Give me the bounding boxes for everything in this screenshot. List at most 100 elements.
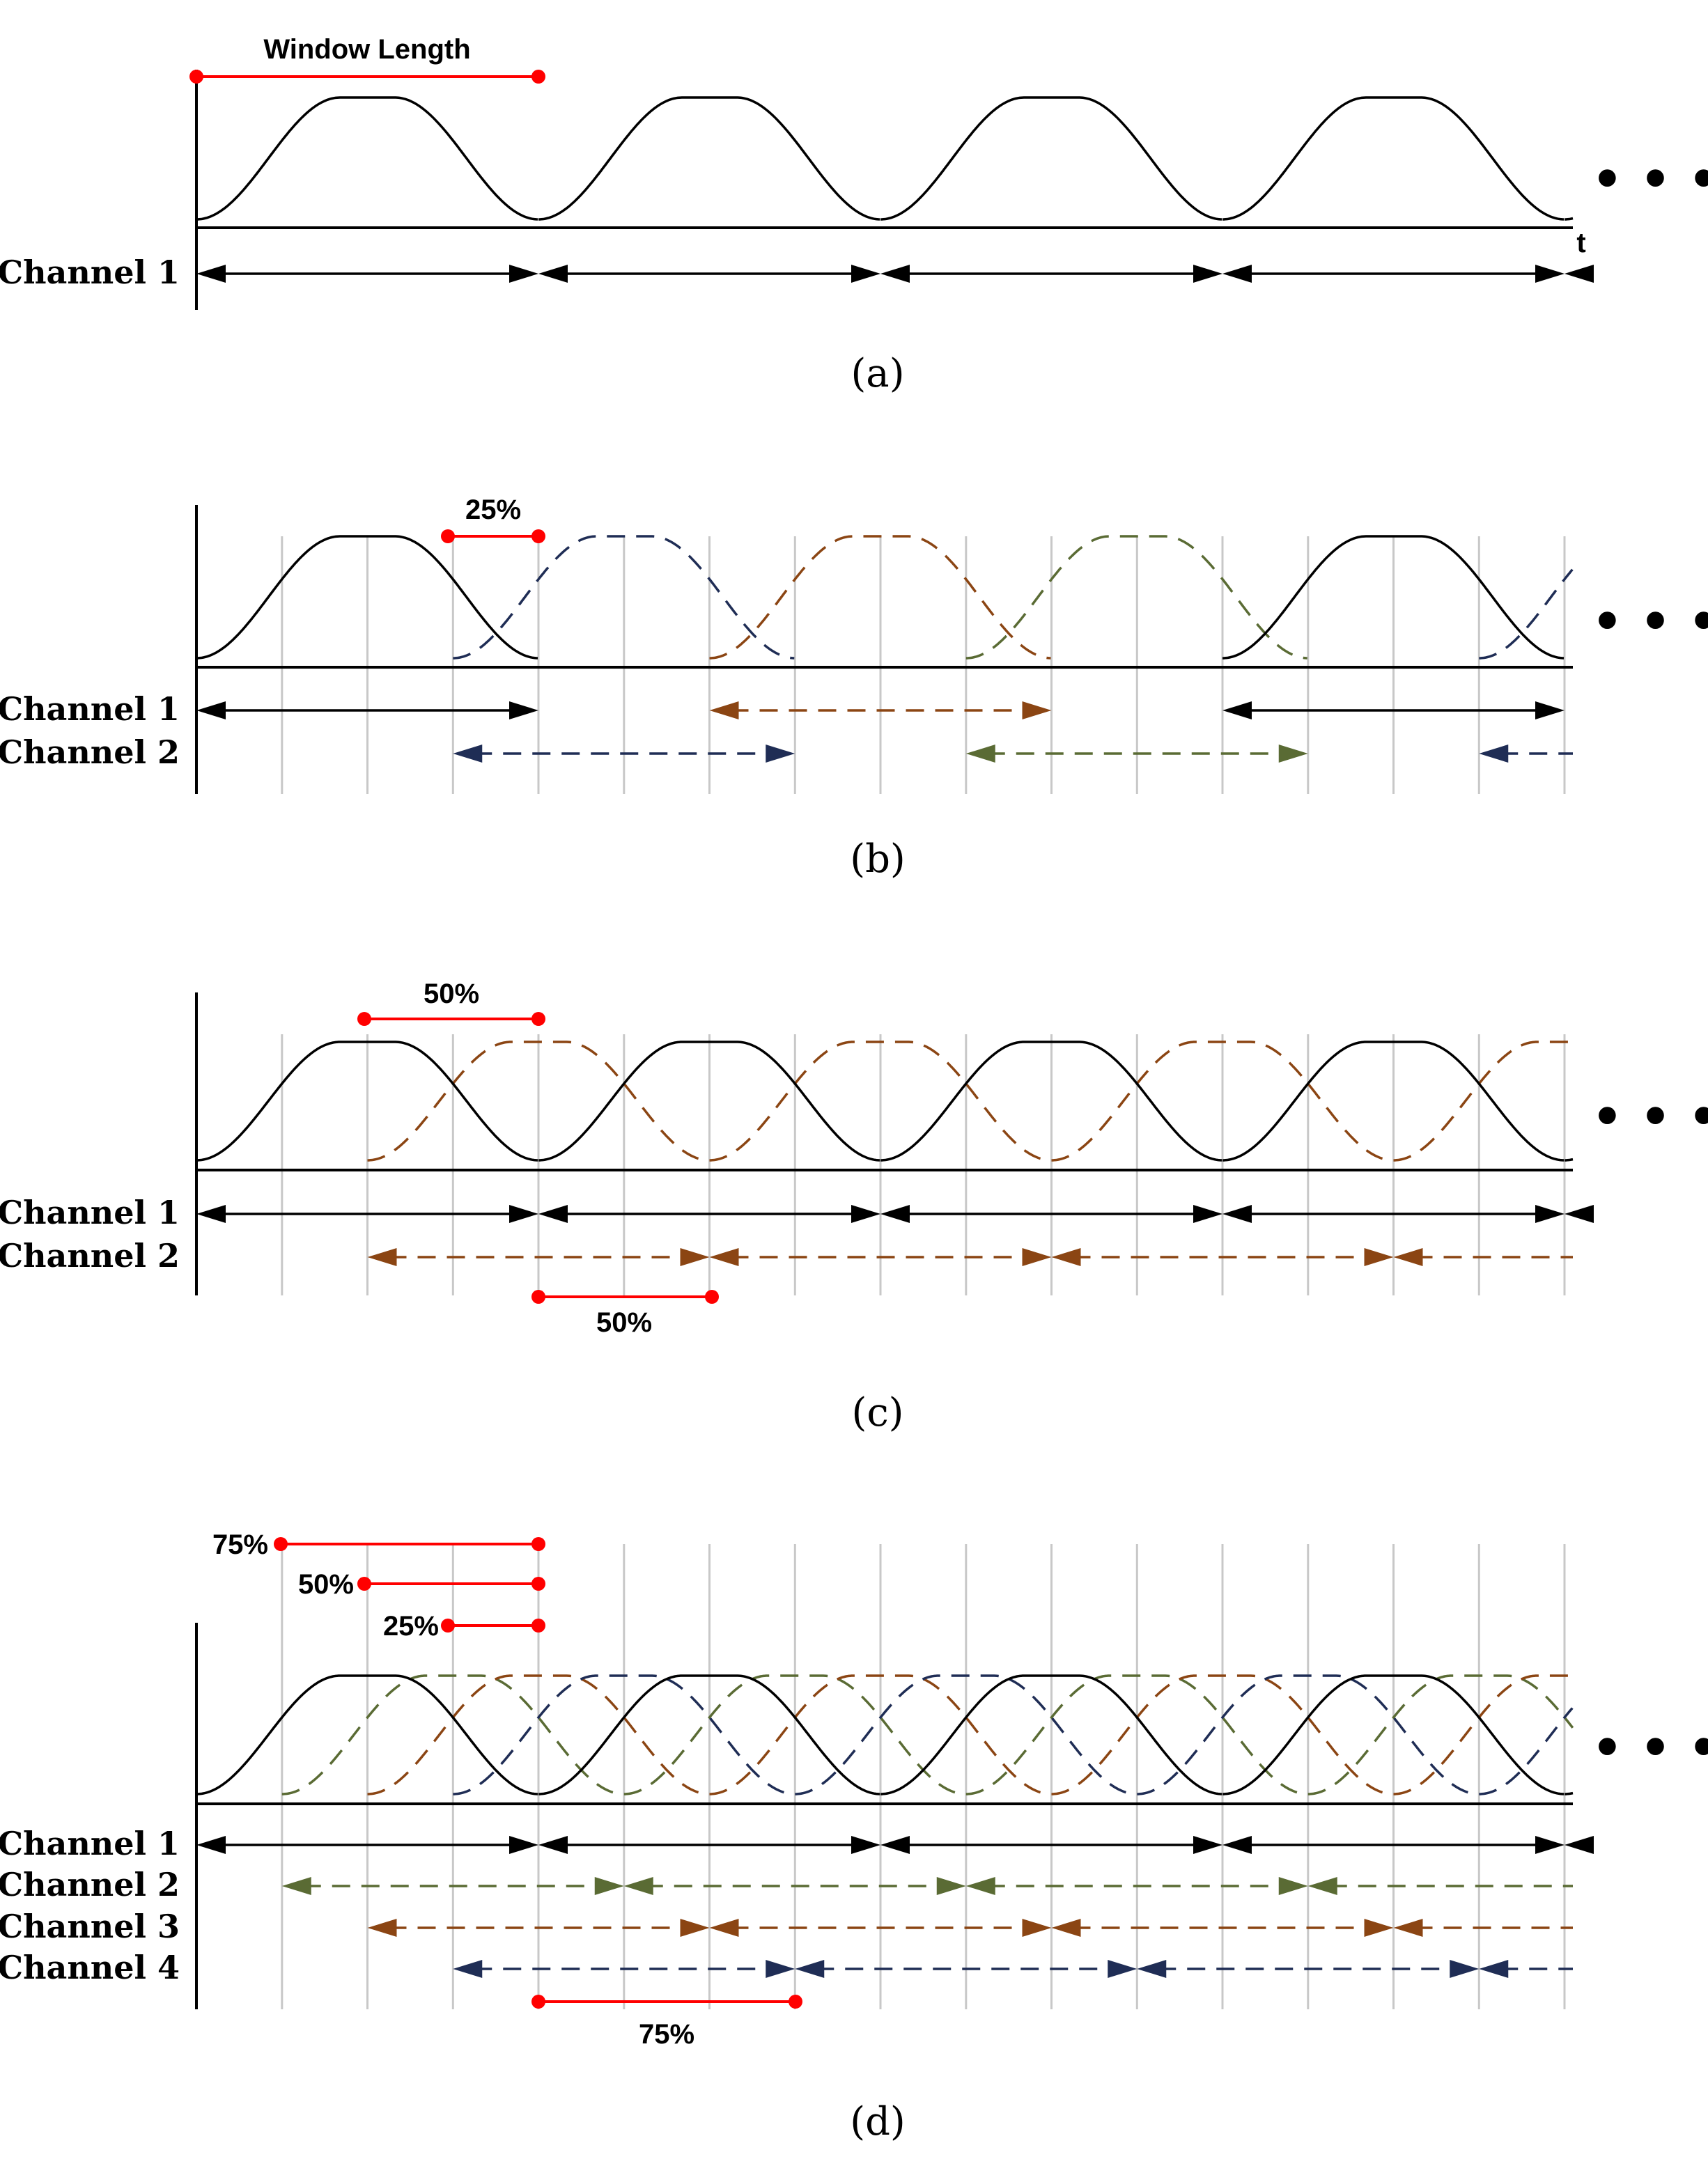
offset-label: 50% xyxy=(596,1307,652,1338)
panel-c-channel-arrows xyxy=(196,1205,1594,1266)
offset-marker-75 xyxy=(531,1995,802,2009)
channel-3-segment-arrow xyxy=(367,1919,710,1937)
overlap-label: 25% xyxy=(465,494,521,525)
channel-4-segment-arrow xyxy=(795,1960,1138,1978)
overlap-label-50: 50% xyxy=(298,1569,354,1600)
panel-d-waveforms xyxy=(196,1674,1574,1795)
panel-a-axes xyxy=(195,70,1573,310)
channel-1-window xyxy=(1565,1791,1574,1795)
overlap-label-25: 25% xyxy=(383,1611,439,1642)
channel-2-window xyxy=(1479,568,1574,660)
channel-2-window xyxy=(709,535,1051,660)
channel-1-segment-arrow xyxy=(538,265,880,283)
channel-2-segment-arrow xyxy=(281,1877,624,1895)
channel-1-segment-arrow xyxy=(538,1836,880,1854)
channel-2-window xyxy=(623,1674,965,1795)
channel-1-window xyxy=(880,96,1222,221)
channel-1-label: Channel 1 xyxy=(0,1825,180,1862)
window-length-label: Window Length xyxy=(263,34,470,65)
overlap-marker-75 xyxy=(274,1537,545,1551)
channel-4-window xyxy=(795,1674,1137,1795)
channel-2-window xyxy=(453,535,795,660)
channel-1-window xyxy=(538,1674,880,1795)
channel-4-window xyxy=(453,1674,795,1795)
panel-b: 25% Channel 1 Channel 2 • • • (b) xyxy=(0,494,1708,882)
panel-caption: (a) xyxy=(851,351,904,396)
channel-4-window xyxy=(1137,1674,1479,1795)
panel-a: Window Length t Channel 1 • • • (a) xyxy=(0,34,1708,396)
channel-2-window xyxy=(1307,1674,1574,1795)
channel-1-segment-arrow xyxy=(1222,1205,1565,1223)
channel-2-segment-arrow xyxy=(367,1248,710,1266)
channel-2-window xyxy=(1051,1041,1393,1162)
channel-1-segment-arrow xyxy=(880,1836,1222,1854)
channel-2-segment-arrow xyxy=(1393,1248,1573,1266)
channel-1-segment-arrow xyxy=(538,1205,880,1223)
channel-2-window xyxy=(1393,1041,1572,1162)
channel-1-segment-arrow xyxy=(196,1205,538,1223)
overlap-marker-25 xyxy=(441,1619,545,1633)
channel-1-label: Channel 1 xyxy=(0,690,180,728)
channel-3-segment-arrow xyxy=(1051,1919,1394,1937)
channel-1-segment-arrow xyxy=(196,1836,538,1854)
channel-1-segment-arrow xyxy=(1565,1836,1594,1854)
channel-1-window xyxy=(538,1041,880,1162)
channel-2-label: Channel 2 xyxy=(0,1866,180,1903)
channel-1-window xyxy=(196,1674,538,1795)
channel-4-segment-arrow xyxy=(1479,1960,1573,1978)
panel-c-axes xyxy=(195,992,1573,1295)
panel-d-gridlines xyxy=(281,1544,1566,2009)
panel-a-waveforms xyxy=(196,96,1574,221)
panel-c: 50% 50% Channel 1 Channel 2 • • • (c) xyxy=(0,979,1708,1435)
channel-1-window xyxy=(880,1041,1222,1162)
channel-1-window xyxy=(1222,1674,1565,1795)
channel-1-label: Channel 1 xyxy=(0,254,180,291)
channel-2-window xyxy=(965,535,1307,660)
channel-2-segment-arrow xyxy=(1307,1877,1573,1895)
channel-3-window xyxy=(1051,1674,1393,1795)
channel-2-segment-arrow xyxy=(1479,745,1573,763)
channel-1-window xyxy=(196,535,538,660)
ellipsis: • • • xyxy=(1592,151,1708,208)
panel-caption: (d) xyxy=(850,2099,906,2144)
channel-3-label: Channel 3 xyxy=(0,1908,180,1945)
panel-c-waveforms xyxy=(196,1041,1574,1162)
channel-1-window xyxy=(538,96,880,221)
ellipsis: • • • xyxy=(1592,593,1708,650)
panel-b-channel-arrows xyxy=(196,701,1573,763)
channel-1-segment-arrow xyxy=(1222,1836,1565,1854)
channel-1-window xyxy=(880,1674,1222,1795)
overlap-marker-50-bottom xyxy=(531,1290,719,1304)
panel-c-gridlines xyxy=(281,1034,1566,1295)
channel-1-segment-arrow xyxy=(1222,701,1565,719)
window-length-marker xyxy=(189,70,545,84)
panel-caption: (b) xyxy=(850,836,906,882)
channel-2-segment-arrow xyxy=(453,745,795,763)
channel-3-window xyxy=(1393,1674,1572,1795)
channel-1-window xyxy=(1565,217,1574,221)
ellipsis: • • • xyxy=(1592,1089,1708,1146)
channel-2-segment-arrow xyxy=(965,745,1308,763)
panel-b-waveforms xyxy=(196,535,1574,660)
overlap-marker-50-top xyxy=(357,1012,545,1026)
channel-1-window xyxy=(196,96,538,221)
channel-4-segment-arrow xyxy=(453,1960,795,1978)
channel-2-label: Channel 2 xyxy=(0,733,180,771)
offset-label: 75% xyxy=(639,2019,694,2050)
channel-2-window xyxy=(965,1674,1307,1795)
panel-caption: (c) xyxy=(851,1390,903,1435)
overlap-marker-25 xyxy=(441,529,545,543)
channel-2-window xyxy=(281,1674,623,1795)
channel-2-window xyxy=(709,1041,1051,1162)
overlap-label-75: 75% xyxy=(212,1529,268,1560)
channel-1-segment-arrow xyxy=(880,265,1222,283)
channel-1-window xyxy=(1222,535,1565,660)
channel-1-label: Channel 1 xyxy=(0,1194,180,1231)
channel-1-window xyxy=(196,1041,538,1162)
panel-d: 75% 50% 25% 75% Channel 1 Channel 2 Chan… xyxy=(0,1529,1708,2144)
panel-a-channel-arrows xyxy=(196,265,1594,283)
overlap-label: 50% xyxy=(424,979,479,1009)
channel-3-window xyxy=(367,1674,709,1795)
panel-d-channel-arrows xyxy=(196,1836,1594,1978)
channel-1-window xyxy=(1222,96,1565,221)
